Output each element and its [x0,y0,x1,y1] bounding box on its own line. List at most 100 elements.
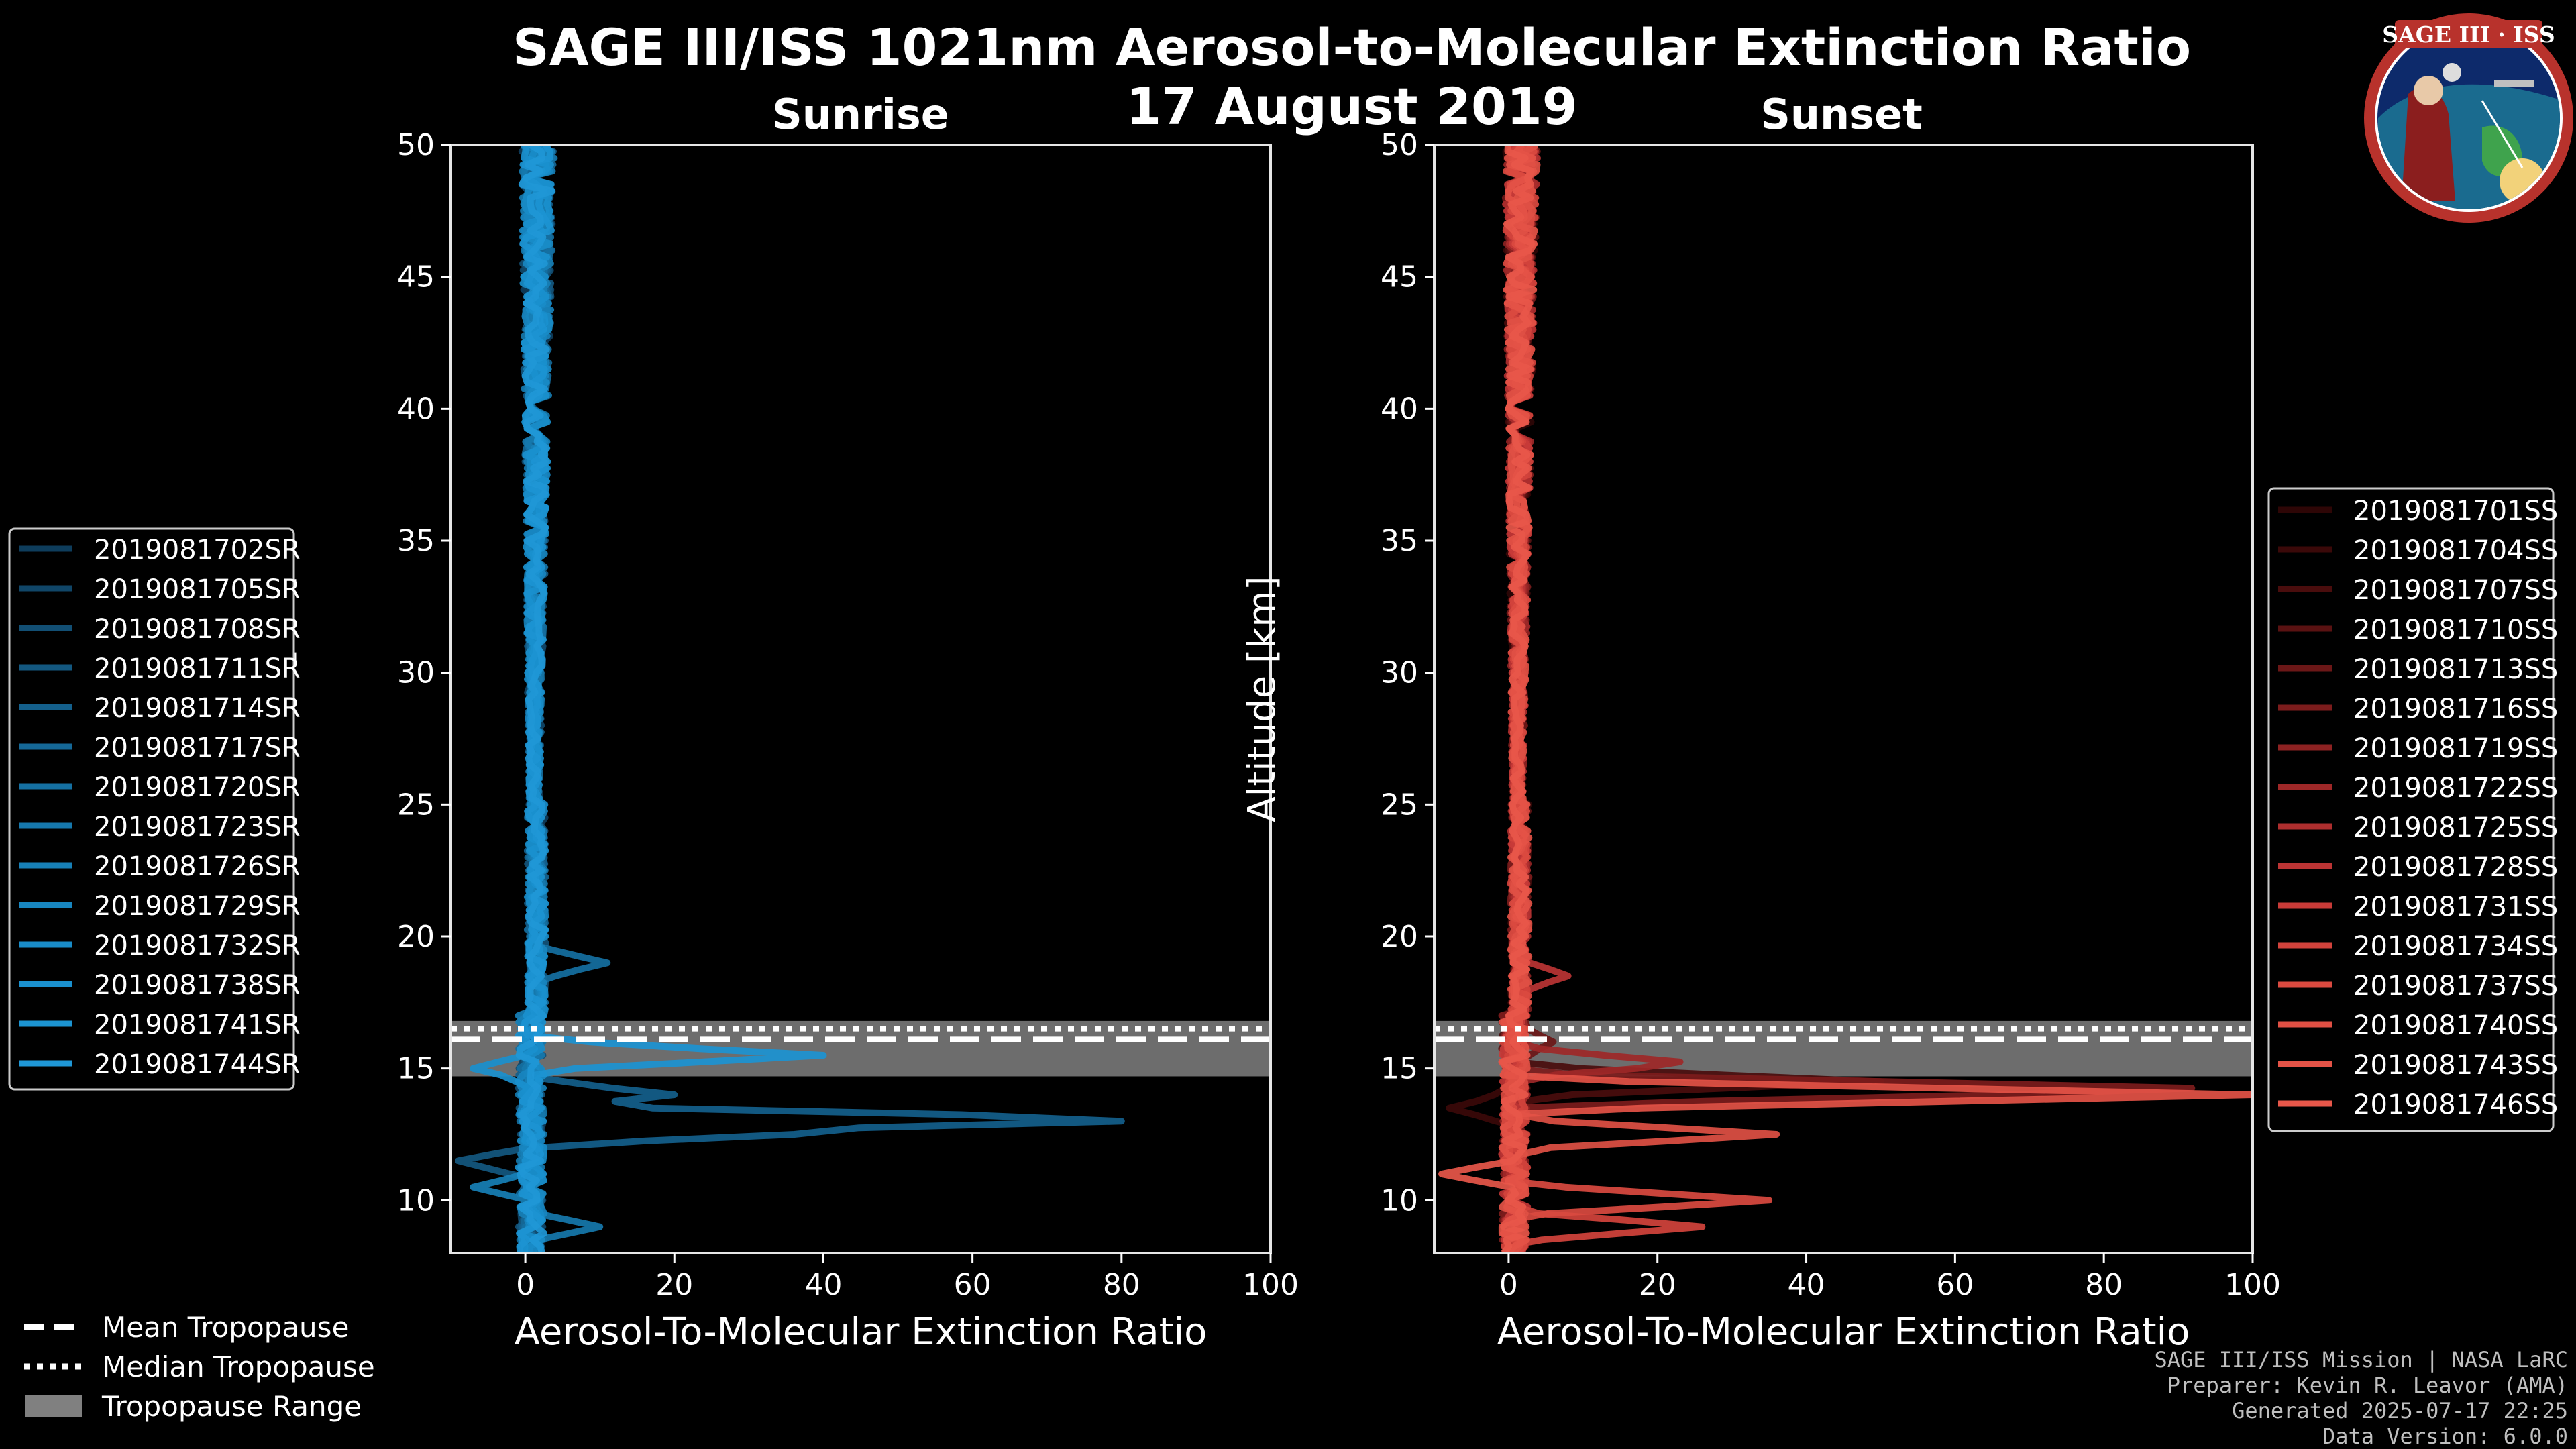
sunrise-axes-frame [449,144,1272,1254]
sunset-ytick-label: 35 [1381,524,1418,558]
sunset-legend-label: 2019081740SS [2353,1010,2558,1041]
sunset-legend-label: 2019081719SS [2353,733,2558,764]
mean-tropopause-label: Mean Tropopause [102,1311,349,1344]
sunset-legend-label: 2019081725SS [2353,812,2558,843]
sunset-ytick-label: 30 [1381,656,1418,690]
sunset-panel: 0 20 40 60 80 100 10 15 20 25 30 35 40 45 50 Aerosol-To… [1240,128,2281,1354]
sunset-title: Sunset [1760,90,1923,139]
sunset-xtick-label: 60 [1936,1268,1974,1302]
sunrise-legend: 2019081702SR 2019081705SR 2019081708SR 2019… [8,527,301,1091]
sunrise-series-line-2019081744SR [515,145,555,1253]
sunrise-ytick-label: 25 [397,788,435,822]
logo-banner [2395,20,2542,48]
sunset-series-group [1438,145,2253,1253]
logo-moon [2443,63,2461,82]
sunrise-ytick-label: 15 [397,1052,435,1086]
logo-station [2494,80,2534,87]
sunset-xtick-label: 20 [1639,1268,1676,1302]
logo-figure-head [2414,76,2443,105]
sunset-legend-label: 2019081731SS [2353,892,2558,922]
logo-name: SAGE III · ISS [2382,21,2555,48]
sunrise-legend-label: 2019081714SR [94,693,301,724]
figure-date: 17 August 2019 [1126,76,1577,136]
sunset-legend-label: 2019081716SS [2353,694,2558,724]
sunrise-legend-label: 2019081705SR [94,574,301,605]
sunset-legend-label: 2019081743SS [2353,1050,2558,1081]
tropopause-range-swatch [25,1395,82,1417]
sunrise-legend-label: 2019081726SR [94,851,301,882]
sunset-xtick-label: 100 [2224,1268,2281,1302]
sunrise-legend-frame [8,527,295,1091]
median-tropopause-label: Median Tropopause [102,1350,375,1383]
sunrise-legend-label: 2019081702SR [94,535,301,566]
footer-version: Data Version: 6.0.0 [2322,1424,2568,1449]
sunset-xaxis-label: Aerosol-To-Molecular Extinction Ratio [1497,1310,2190,1354]
sunset-xtick-label: 0 [1499,1268,1518,1302]
sunset-legend-label: 2019081701SS [2353,496,2558,527]
sunrise-legend-label: 2019081723SR [94,812,301,843]
sunset-ytick-label: 40 [1381,392,1418,426]
sunrise-series-group [455,145,1125,1253]
sunrise-xtick-label: 100 [1242,1268,1299,1302]
sunset-axes-frame [1433,144,2254,1254]
footer-preparer: Preparer: Kevin R. Leavor (AMA) [2167,1373,2568,1398]
sunset-ytick-label: 10 [1381,1183,1418,1218]
sunset-legend-label: 2019081746SS [2353,1089,2558,1120]
sunset-legend-label: 2019081737SS [2353,971,2558,1002]
sunrise-legend-label: 2019081720SR [94,772,301,803]
sunset-legend-label: 2019081728SS [2353,852,2558,883]
sunset-legend-label: 2019081710SS [2353,614,2558,645]
figure-title: SAGE III/ISS 1021nm Aerosol-to-Molecular… [513,17,2191,77]
sunrise-legend-label: 2019081741SR [94,1010,301,1040]
sunrise-ytick-label: 10 [397,1183,435,1218]
sunrise-legend-entries: 2019081702SR 2019081705SR 2019081708SR 2019… [19,535,301,1080]
sunrise-legend-label: 2019081732SR [94,930,301,961]
sunrise-legend-label: 2019081708SR [94,614,301,645]
sunrise-title: Sunrise [772,90,949,139]
sunrise-ytick-label: 40 [397,392,435,426]
mission-logo: SAGE III · ISS [2364,13,2573,223]
sunset-legend-label: 2019081722SS [2353,773,2558,804]
sunset-legend-entries: 2019081701SS 2019081704SS 2019081707SS 2019… [2278,496,2558,1120]
sunset-ytick-label: 20 [1381,920,1418,954]
sunset-legend: 2019081701SS 2019081704SS 2019081707SS 2019… [2267,487,2558,1132]
sunrise-xtick-label: 60 [954,1268,991,1302]
sunset-ytick-label: 25 [1381,788,1418,822]
sunset-legend-label: 2019081707SS [2353,575,2558,606]
logo-beam [2481,100,2524,168]
sunrise-xtick-label: 80 [1103,1268,1140,1302]
sunrise-ytick-label: 35 [397,524,435,558]
sunset-legend-frame [2267,487,2555,1132]
sunset-yaxis-label: Altitude [km] [1240,576,1284,822]
sunrise-ytick-label: 30 [397,656,435,690]
sunset-ytick-label: 15 [1381,1052,1418,1086]
sunset-series-line-2019081746SS [1438,145,1538,1253]
sunrise-xtick-label: 20 [655,1268,693,1302]
sunrise-xaxis-label: Aerosol-To-Molecular Extinction Ratio [515,1310,1208,1354]
sunrise-legend-label: 2019081729SR [94,891,301,922]
sunrise-xtick-label: 0 [516,1268,535,1302]
sunrise-ytick-label: 20 [397,920,435,954]
sunset-ytick-label: 50 [1381,128,1418,162]
sunrise-series-line-2019081741SR [516,145,827,1253]
sunset-legend-label: 2019081734SS [2353,931,2558,962]
sunrise-legend-label: 2019081744SR [94,1049,301,1080]
sunrise-legend-label: 2019081738SR [94,970,301,1001]
sunrise-ytick-label: 50 [397,128,435,162]
sunset-ytick-label: 45 [1381,260,1418,294]
tropopause-legend: Mean Tropopause Median Tropopause Tropop… [24,1311,375,1423]
sunset-xtick-label: 40 [1788,1268,1825,1302]
sunrise-ytick-label: 45 [397,260,435,294]
sunrise-xtick-label: 40 [804,1268,842,1302]
footer-generated: Generated 2025-07-17 22:25 [2232,1398,2568,1424]
footer: SAGE III/ISS Mission | NASA LaRC Prepare… [2155,1347,2569,1449]
logo-figure-robe [2402,87,2455,201]
sunset-legend-label: 2019081704SS [2353,535,2558,566]
sunset-legend-label: 2019081713SS [2353,654,2558,685]
sunrise-legend-label: 2019081717SR [94,733,301,763]
tropopause-range-label: Tropopause Range [101,1390,362,1423]
footer-mission: SAGE III/ISS Mission | NASA LaRC [2155,1347,2569,1373]
sunrise-legend-label: 2019081711SR [94,653,301,684]
